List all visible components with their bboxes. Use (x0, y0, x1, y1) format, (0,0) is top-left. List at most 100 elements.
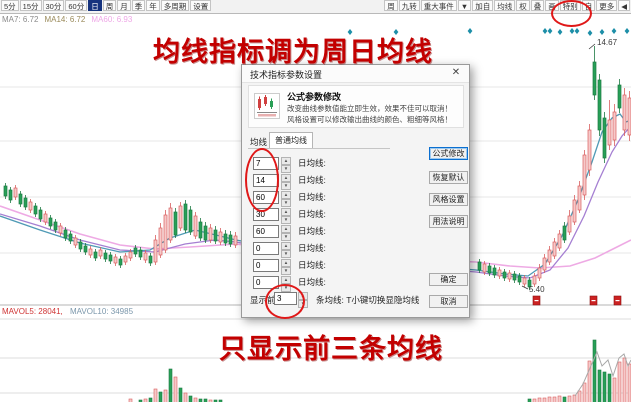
candle-body (148, 255, 153, 264)
toolbar-button[interactable]: 特别 (559, 0, 581, 11)
toolbar-button[interactable]: ▼ (457, 0, 472, 11)
spinner-up-icon[interactable]: ▲ (298, 292, 308, 300)
period-tab[interactable]: 30分 (42, 0, 65, 11)
period-tab[interactable]: 多周期 (160, 0, 190, 11)
parameter-spinner[interactable]: ▲ ▼ (281, 225, 291, 241)
candle-body (143, 252, 148, 261)
candle-body (228, 234, 233, 245)
candle-body (103, 252, 108, 260)
tab-normal-ma[interactable]: 普通均线 (269, 132, 313, 148)
period-tab[interactable]: 15分 (19, 0, 42, 11)
parameter-spinner[interactable]: ▲ ▼ (281, 157, 291, 173)
toolbar-button[interactable]: 叠 (530, 0, 545, 11)
toolbar-button[interactable]: 均线 (494, 0, 516, 11)
spinner-up-icon[interactable]: ▲ (281, 208, 291, 216)
parameter-spinner[interactable]: ▲ ▼ (281, 208, 291, 224)
dialog-button[interactable]: 公式修改 (429, 147, 468, 160)
parameter-spinner[interactable]: ▲ ▼ (281, 259, 291, 275)
candle-body (78, 241, 83, 250)
spinner-down-icon[interactable]: ▼ (281, 267, 291, 275)
spinner-up-icon[interactable]: ▲ (281, 225, 291, 233)
volume-bar (572, 394, 577, 402)
spinner-down-icon[interactable]: ▼ (298, 300, 308, 308)
signal-diamond-icon (587, 30, 593, 36)
ma-parameter-input[interactable] (253, 208, 279, 221)
period-tab[interactable]: 设置 (190, 0, 212, 11)
parameter-spinner[interactable]: ▲ ▼ (281, 191, 291, 207)
volume-bar (602, 371, 607, 402)
toolbar-button[interactable]: 九转 (398, 0, 420, 11)
volume-header: MAVOL5: 28041, MAVOL10: 34985 (2, 306, 133, 317)
spinner-down-icon[interactable]: ▼ (281, 165, 291, 173)
annotation-top: 均线指标调为周日均线 (153, 37, 433, 67)
ma-parameter-input[interactable] (253, 225, 279, 238)
volume-bar (143, 398, 148, 402)
ma-parameter-label: 日均线: (298, 175, 326, 185)
ma-parameter-input[interactable] (253, 242, 279, 255)
spinner-up-icon[interactable]: ▲ (281, 157, 291, 165)
candle-body (562, 225, 567, 241)
candle-body (622, 94, 627, 131)
candle-body (507, 272, 512, 280)
spinner-up-icon[interactable]: ▲ (281, 242, 291, 250)
spinner-up-icon[interactable]: ▲ (281, 191, 291, 199)
candle-body (18, 193, 23, 205)
spinner-up-icon[interactable]: ▲ (281, 174, 291, 182)
dialog-button[interactable]: 风格设置 (429, 193, 468, 206)
parameter-spinner[interactable]: ▲ ▼ (281, 242, 291, 258)
period-tab[interactable]: 日 (88, 0, 102, 11)
ok-button[interactable]: 确定 (429, 273, 468, 286)
candle-body (118, 258, 123, 266)
period-tab[interactable]: 年 (146, 0, 160, 11)
dialog-titlebar[interactable]: 技术指标参数设置 ✕ (242, 65, 469, 83)
period-tab[interactable]: 月 (117, 0, 131, 11)
ma-value: MA7: 6.72 (2, 15, 39, 24)
dialog-button[interactable]: 恢复默认 (429, 171, 468, 184)
spinner-down-icon[interactable]: ▼ (281, 284, 291, 292)
toolbar-button[interactable]: ◀ (618, 0, 630, 11)
parameter-spinner[interactable]: ▲ ▼ (281, 174, 291, 190)
volume-bar (188, 395, 193, 402)
volume-bar (612, 377, 617, 402)
candle-body (547, 249, 552, 263)
ma-value: MA60: 6.93 (91, 15, 133, 24)
ma-parameter-input[interactable] (253, 191, 279, 204)
candle-body (53, 221, 58, 231)
candle-body (138, 249, 143, 258)
cancel-button[interactable]: 取消 (429, 295, 468, 308)
spinner-down-icon[interactable]: ▼ (281, 233, 291, 241)
annotation-bottom: 只显示前三条均线 (219, 334, 443, 364)
toolbar-button[interactable]: 权 (516, 0, 530, 11)
ma-parameter-input[interactable] (253, 276, 279, 289)
period-tab[interactable]: 季 (131, 0, 146, 11)
period-tab[interactable]: 5分 (1, 0, 19, 11)
ma-parameter-input[interactable] (253, 259, 279, 272)
spinner-down-icon[interactable]: ▼ (281, 216, 291, 224)
toolbar-button[interactable]: 加自 (472, 0, 494, 11)
period-tab[interactable]: 周 (102, 0, 117, 11)
signal-diamond-icon (542, 28, 548, 34)
period-tab[interactable]: 60分 (65, 0, 88, 11)
event-marker-glyph (591, 300, 596, 302)
toolbar-button[interactable]: 更多 (596, 0, 618, 11)
spinner-down-icon[interactable]: ▼ (281, 182, 291, 190)
candle-body (612, 111, 617, 141)
candle-body (193, 215, 198, 237)
mavol10-value: MAVOL10: 34985 (70, 307, 134, 316)
toolbar-button[interactable]: 重大事件 (420, 0, 457, 11)
dialog-button[interactable]: 用法说明 (429, 215, 468, 228)
display-count-spinner[interactable]: ▲ ▼ (298, 292, 308, 308)
spinner-up-icon[interactable]: ▲ (281, 259, 291, 267)
spinner-up-icon[interactable]: ▲ (281, 276, 291, 284)
toolbar-button[interactable]: 周 (384, 0, 398, 11)
spinner-down-icon[interactable]: ▼ (281, 250, 291, 258)
display-count-input[interactable] (274, 292, 297, 305)
volume-bar (582, 382, 587, 402)
toolbar-button[interactable]: 自 (581, 0, 596, 11)
toolbar-button[interactable]: 画 (545, 0, 559, 11)
spinner-down-icon[interactable]: ▼ (281, 199, 291, 207)
ma-parameter-input[interactable] (253, 174, 279, 187)
ma-parameter-input[interactable] (253, 157, 279, 170)
parameter-spinner[interactable]: ▲ ▼ (281, 276, 291, 292)
close-icon[interactable]: ✕ (451, 67, 461, 78)
